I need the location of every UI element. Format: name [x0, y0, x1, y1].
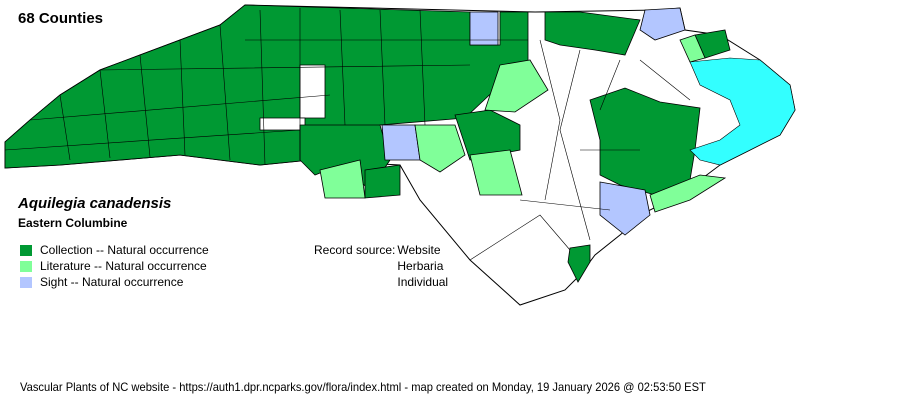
scientific-name: Aquilegia canadensis	[18, 195, 172, 212]
legend-item-sight: Sight -- Natural occurrence	[20, 274, 209, 290]
literature-county	[679, 34, 706, 63]
county-count: 68 Counties	[18, 10, 104, 27]
record-source: Record source: Website Herbaria Individu…	[314, 243, 449, 289]
sight-county	[599, 181, 651, 236]
legend-item-literature: Literature -- Natural occurrence	[20, 258, 209, 274]
collection-counties-northeast	[544, 11, 641, 56]
source-herbaria: Herbaria	[397, 259, 444, 273]
county-lines	[4, 8, 691, 261]
swatch-icon	[20, 260, 32, 272]
collection-county	[567, 244, 591, 283]
white-county-gap	[259, 117, 306, 131]
legend-item-collection: Collection -- Natural occurrence	[20, 242, 209, 258]
sound-water	[689, 57, 796, 166]
sight-county	[381, 124, 421, 161]
collection-county	[364, 164, 401, 199]
swatch-icon	[20, 244, 32, 256]
literature-county	[469, 149, 523, 196]
sight-county	[639, 7, 686, 41]
literature-county	[414, 124, 466, 173]
swatch-icon	[20, 276, 32, 288]
source-individual: Individual	[397, 275, 449, 289]
collection-counties-central	[454, 109, 521, 161]
white-county-gap	[299, 64, 326, 119]
legend: Collection -- Natural occurrence Literat…	[20, 242, 209, 290]
literature-county	[484, 59, 549, 113]
common-name: Eastern Columbine	[18, 216, 128, 230]
source-website: Website	[397, 243, 441, 257]
literature-county	[649, 174, 727, 213]
sight-county	[469, 11, 499, 46]
footer-credit: Vascular Plants of NC website - https://…	[20, 380, 706, 394]
literature-county	[319, 159, 366, 199]
